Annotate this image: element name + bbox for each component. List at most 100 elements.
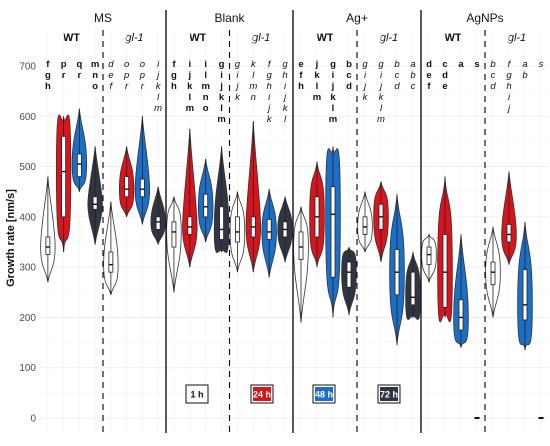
group-label: WT <box>444 32 461 44</box>
sig-letter: d <box>490 81 496 92</box>
sig-letter: j <box>282 92 287 103</box>
group-label: WT <box>189 32 206 44</box>
y-tick-label: 500 <box>19 162 36 173</box>
sig-letter: f <box>268 59 272 70</box>
sig-letter: b <box>394 59 399 70</box>
y-tick-label: 400 <box>19 212 36 223</box>
sig-letter: i <box>220 70 223 81</box>
sig-letter: c <box>346 70 351 81</box>
sig-letter: s <box>474 59 479 70</box>
sig-letter: c <box>411 81 416 92</box>
sig-letter: i <box>268 92 271 103</box>
sig-letter: q <box>76 59 82 70</box>
sig-letter: g <box>330 59 336 70</box>
group-label: gl-1 <box>380 32 398 44</box>
sig-letter: g <box>267 70 273 81</box>
sig-letter: r <box>78 70 82 81</box>
box <box>61 135 67 218</box>
sig-letter: l <box>380 103 383 114</box>
legend-label: 1 h <box>190 390 203 400</box>
sig-letter: j <box>362 81 367 92</box>
sig-letter: n <box>251 92 256 103</box>
sig-letter: k <box>219 92 225 103</box>
sig-letter: c <box>395 70 400 81</box>
sig-letter: d <box>346 81 352 92</box>
sig-letter: g <box>378 59 384 70</box>
panel-title: Blank <box>214 11 245 25</box>
legend-label: 48 h <box>315 390 333 400</box>
sig-letter: p <box>139 70 145 81</box>
sig-letter: l <box>332 103 335 114</box>
box <box>124 176 130 198</box>
sig-letter: f <box>46 59 50 70</box>
sig-letter: s <box>539 59 544 70</box>
sig-letter: r <box>62 70 66 81</box>
sig-letter: f <box>508 59 512 70</box>
sig-letter: b <box>410 70 415 81</box>
sig-letter: m <box>313 92 321 103</box>
box <box>108 251 114 273</box>
sig-letter: k <box>283 103 289 114</box>
group-label: gl-1 <box>252 32 270 44</box>
sig-letter: g <box>362 59 368 70</box>
sig-letter: j <box>378 81 383 92</box>
y-tick-label: 600 <box>19 112 36 123</box>
sig-letter: k <box>156 81 162 92</box>
box <box>506 223 512 243</box>
sig-letter: j <box>155 70 160 81</box>
sig-letter: m <box>217 114 225 125</box>
sig-letter: e <box>298 59 303 70</box>
sig-letter: n <box>203 92 209 103</box>
box <box>362 216 368 235</box>
sig-letter: k <box>379 92 385 103</box>
sig-letter: k <box>187 81 193 92</box>
sig-letter: g <box>219 59 225 70</box>
sig-letter: o <box>124 59 129 70</box>
sig-letter: e <box>426 70 431 81</box>
box <box>346 261 352 288</box>
sig-letter: b <box>490 59 495 70</box>
sig-letter: m <box>201 81 209 92</box>
sig-letter: d <box>426 59 432 70</box>
sig-letter: j <box>187 70 191 81</box>
sig-letter: m <box>249 81 257 92</box>
sig-letter: l <box>220 103 223 114</box>
sig-letter: r <box>125 81 129 92</box>
legend-swatch <box>380 387 398 401</box>
y-tick-label: 700 <box>19 62 36 73</box>
sig-letter: k <box>235 92 241 103</box>
sig-letter: h <box>45 81 51 92</box>
sig-letter: i <box>332 70 335 81</box>
group-label: gl-1 <box>125 32 143 44</box>
sig-letter: i <box>364 70 367 81</box>
box <box>171 221 177 248</box>
y-tick-label: 300 <box>19 263 36 274</box>
sig-letter: j <box>331 81 335 92</box>
sig-letter: k <box>330 92 336 103</box>
sig-letter: f <box>427 81 431 92</box>
sig-letter: l <box>284 114 287 125</box>
panel-title: Ag+ <box>346 11 368 25</box>
sig-letter: k <box>363 92 369 103</box>
sig-letter: g <box>282 59 288 70</box>
box <box>45 236 51 255</box>
y-axis-label: Growth rate [nm/s] <box>5 189 17 287</box>
sig-letter: d <box>394 81 400 92</box>
sig-letter: l <box>316 81 319 92</box>
legend-swatch <box>315 387 333 401</box>
sig-letter: a <box>410 59 415 70</box>
sig-letter: r <box>141 81 145 92</box>
box <box>203 193 209 218</box>
box <box>330 186 336 278</box>
sig-letter: c <box>491 70 496 81</box>
sig-letter: j <box>315 59 319 70</box>
sig-letter: f <box>110 81 114 92</box>
sig-letter: o <box>203 103 209 114</box>
sig-letter: j <box>219 81 223 92</box>
sig-letter: e <box>442 81 447 92</box>
sig-letter: g <box>235 59 241 70</box>
sig-letter: k <box>314 70 320 81</box>
panel-title: AgNPs <box>466 11 503 25</box>
